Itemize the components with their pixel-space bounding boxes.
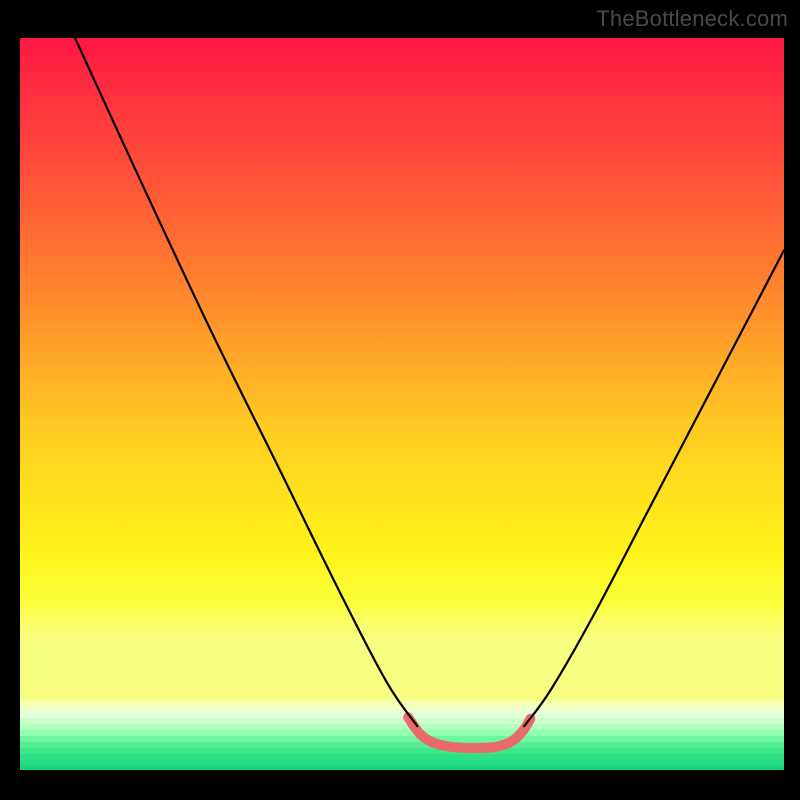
chart-gradient-background [20, 38, 784, 700]
chart-good-zone-bands [20, 700, 784, 770]
chart-plot-area [20, 38, 784, 770]
chart-frame-left [0, 0, 20, 800]
chart-frame-bottom [0, 770, 800, 800]
chart-frame-right [784, 0, 800, 800]
watermark-text: TheBottleneck.com [596, 6, 788, 32]
